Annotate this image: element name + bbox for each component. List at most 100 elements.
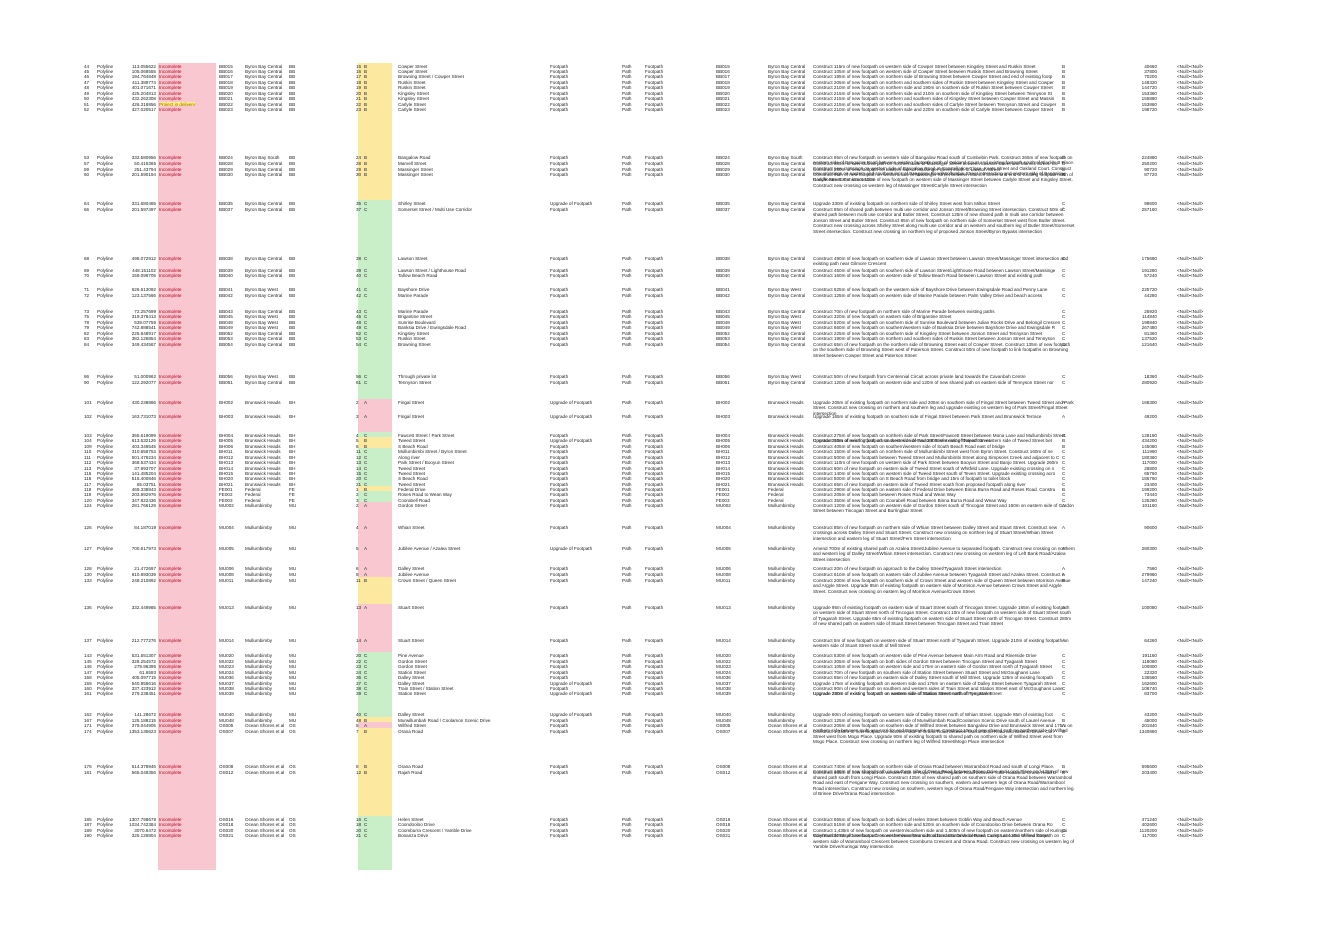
cell-area: Brunswick Heads: [245, 471, 281, 476]
cell-null: <Null>: [1177, 566, 1191, 571]
status-band: [158, 565, 216, 572]
cell-description: Construct 275m of new footpath on northe…: [813, 433, 1067, 444]
cell-cost: 147240: [1141, 578, 1157, 583]
cell-description: Construct 200m of new footpath on southe…: [813, 578, 1071, 594]
cell-priority: B: [364, 444, 368, 449]
status-band: [158, 680, 216, 686]
cell-code: MU008: [219, 572, 234, 577]
cell-cost: 471240: [1141, 817, 1157, 822]
cell-null: <Null>: [1177, 342, 1191, 347]
cell-street: Fingal Street: [398, 400, 425, 405]
cell-area-2: Byron Bay Central: [768, 201, 806, 206]
cell-priority-2: C: [1062, 817, 1066, 822]
cell-description: Construct 120m of new footpath on wester…: [813, 380, 1054, 385]
cell-description: Amend 700m of existing shared path on Az…: [813, 546, 1075, 562]
status-band: [158, 728, 216, 765]
cell-subtype: Footpath: [645, 670, 664, 675]
cell-type: Footpath: [550, 659, 569, 664]
cell-layer: Polyline: [97, 314, 114, 319]
cell-status: Incomplete: [159, 828, 182, 833]
cell-priority: B: [364, 161, 368, 166]
cell-code: BB020: [219, 91, 233, 96]
cell-category: Path: [622, 268, 632, 273]
cell-priority: B: [364, 85, 368, 90]
cell-code-2: OS012: [716, 770, 731, 775]
cell-area: Mullumbimby: [245, 659, 273, 664]
cell-description: Construct 515m of new footpath on northe…: [813, 822, 1053, 827]
cell-null: <Null>: [1177, 503, 1191, 508]
cell-code-2: BB015: [716, 64, 730, 69]
cell-subtype: Footpath: [645, 546, 664, 551]
cell-type: Footpath: [550, 433, 569, 438]
cell-priority-2: C: [1062, 325, 1066, 330]
cell-cost: 155880: [1141, 96, 1157, 101]
cell-number: 30: [356, 172, 362, 177]
cell-street: Ruskin Street: [398, 85, 426, 90]
cell-street: Federal Drive: [398, 487, 426, 492]
cell-type: Footpath: [550, 764, 569, 769]
priority-band: [358, 341, 392, 374]
priority-band: [358, 652, 392, 659]
cell-layer: Polyline: [97, 503, 114, 508]
cell-priority: C: [364, 817, 368, 822]
cell-null-2: <Null>: [1190, 659, 1204, 664]
cell-category: Path: [622, 433, 632, 438]
cell-category: Path: [622, 498, 632, 503]
cell-null: <Null>: [1177, 167, 1191, 172]
cell-number: 48: [356, 320, 362, 325]
cell-subtype: Footpath: [645, 476, 664, 481]
priority-band: [358, 475, 392, 482]
cell-layer: Polyline: [97, 380, 114, 385]
cell-null-2: <Null>: [1190, 729, 1204, 734]
priority-band: [358, 491, 392, 498]
cell-number: 17: [356, 74, 362, 79]
status-band: [158, 711, 216, 718]
status-band: [158, 545, 216, 566]
cell-cost: 73440: [1144, 492, 1157, 497]
cell-null: <Null>: [1177, 691, 1191, 696]
cell-description: Upgrade 175m of existing footpath on wes…: [813, 681, 1057, 686]
cell-null: <Null>: [1177, 578, 1191, 583]
cell-length: 742.888541: [131, 325, 156, 330]
cell-type: Footpath: [550, 471, 569, 476]
cell-cost: 279960: [1141, 572, 1157, 577]
cell-null: <Null>: [1177, 309, 1191, 314]
cell-priority: C: [364, 471, 368, 476]
status-band: [158, 827, 216, 833]
cell-description: Construct 320m of new footpath on easter…: [813, 314, 952, 319]
cell-description: Construct 50m of new footpath from Cente…: [813, 374, 1026, 379]
cell-length: 539.07759: [134, 320, 156, 325]
cell-priority: B: [364, 770, 368, 775]
cell-number: 20: [356, 828, 362, 833]
cell-priority-2: C: [1062, 287, 1066, 292]
cell-description: Construct 530m of new footpath on wester…: [813, 653, 1037, 658]
cell-category: Path: [622, 161, 632, 166]
cell-id: 159: [84, 681, 92, 686]
cell-priority: A: [364, 638, 368, 643]
cell-null: <Null>: [1177, 675, 1191, 680]
cell-null: <Null>: [1177, 172, 1191, 177]
cell-id: 50: [84, 96, 90, 101]
cell-type: Footpath: [550, 331, 569, 336]
cell-layer: Polyline: [97, 828, 114, 833]
cell-code-2: OS020: [716, 828, 731, 833]
cell-code: BB029: [219, 167, 233, 172]
cell-number: 18: [356, 822, 362, 827]
cell-null: <Null>: [1177, 293, 1191, 298]
status-band: [158, 313, 216, 320]
cell-layer: Polyline: [97, 476, 114, 481]
cell-length: 349.434567: [131, 342, 156, 347]
cell-code: MU037: [219, 681, 234, 686]
cell-area-abbrev: MU: [289, 718, 297, 723]
cell-code: BB054: [219, 342, 233, 347]
cell-code: BH013: [219, 460, 234, 465]
cell-priority-2: B: [1062, 74, 1066, 79]
cell-area: Byron Bay Central: [245, 309, 283, 314]
cell-cost: 117000: [1142, 460, 1157, 465]
cell-category: Path: [622, 320, 632, 325]
cell-type: Footpath: [550, 670, 569, 675]
cell-area-abbrev: MU: [289, 605, 297, 610]
cell-subtype: Footpath: [645, 466, 664, 471]
cell-layer: Polyline: [97, 64, 114, 69]
cell-description: Construct 740m of new footpath on northe…: [813, 764, 1074, 797]
